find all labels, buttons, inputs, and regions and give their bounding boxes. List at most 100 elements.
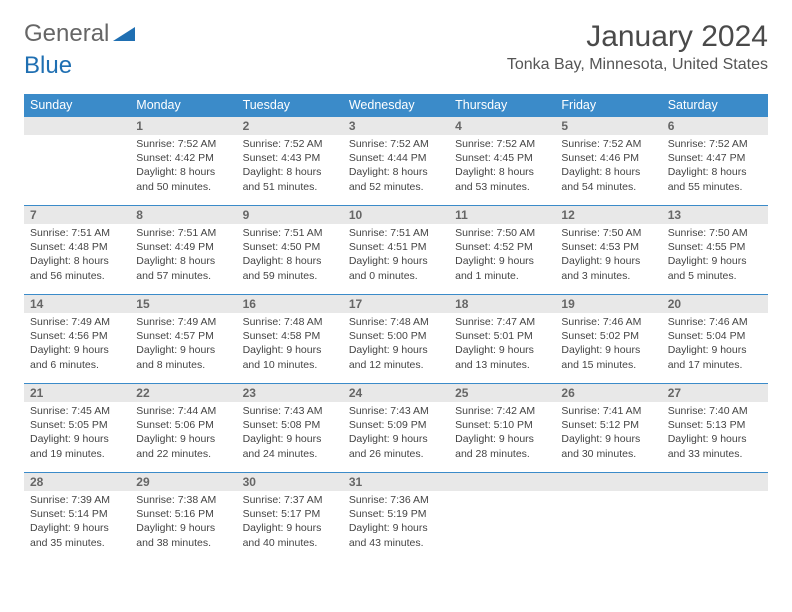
daylight-line: Daylight: 9 hours and 15 minutes. [561, 343, 655, 371]
sunrise-line: Sunrise: 7:41 AM [561, 404, 655, 418]
empty-day [24, 116, 130, 135]
day-number: 7 [24, 205, 130, 224]
calendar-cell: 4Sunrise: 7:52 AMSunset: 4:45 PMDaylight… [449, 116, 555, 205]
sunset-line: Sunset: 4:55 PM [668, 240, 762, 254]
day-number: 30 [237, 472, 343, 491]
day-details: Sunrise: 7:50 AMSunset: 4:52 PMDaylight:… [449, 224, 555, 287]
day-details: Sunrise: 7:47 AMSunset: 5:01 PMDaylight:… [449, 313, 555, 376]
col-monday: Monday [130, 94, 236, 116]
sunset-line: Sunset: 4:50 PM [243, 240, 337, 254]
daylight-line: Daylight: 9 hours and 38 minutes. [136, 521, 230, 549]
empty-day [449, 472, 555, 491]
daylight-line: Daylight: 9 hours and 19 minutes. [30, 432, 124, 460]
day-number: 28 [24, 472, 130, 491]
sunset-line: Sunset: 5:06 PM [136, 418, 230, 432]
sunrise-line: Sunrise: 7:51 AM [349, 226, 443, 240]
day-number: 20 [662, 294, 768, 313]
logo-text-blue: Blue [24, 52, 72, 79]
day-number: 11 [449, 205, 555, 224]
daylight-line: Daylight: 8 hours and 57 minutes. [136, 254, 230, 282]
sunrise-line: Sunrise: 7:52 AM [561, 137, 655, 151]
col-tuesday: Tuesday [237, 94, 343, 116]
day-details: Sunrise: 7:50 AMSunset: 4:53 PMDaylight:… [555, 224, 661, 287]
location: Tonka Bay, Minnesota, United States [507, 56, 768, 74]
daylight-line: Daylight: 9 hours and 13 minutes. [455, 343, 549, 371]
daylight-line: Daylight: 8 hours and 51 minutes. [243, 165, 337, 193]
daylight-line: Daylight: 8 hours and 50 minutes. [136, 165, 230, 193]
day-number: 5 [555, 116, 661, 135]
sunrise-line: Sunrise: 7:43 AM [349, 404, 443, 418]
daylight-line: Daylight: 9 hours and 24 minutes. [243, 432, 337, 460]
day-number: 25 [449, 383, 555, 402]
sunrise-line: Sunrise: 7:51 AM [30, 226, 124, 240]
calendar-cell: 10Sunrise: 7:51 AMSunset: 4:51 PMDayligh… [343, 205, 449, 294]
day-number: 23 [237, 383, 343, 402]
calendar-cell: 1Sunrise: 7:52 AMSunset: 4:42 PMDaylight… [130, 116, 236, 205]
calendar-cell: 21Sunrise: 7:45 AMSunset: 5:05 PMDayligh… [24, 383, 130, 472]
day-number: 19 [555, 294, 661, 313]
daylight-line: Daylight: 9 hours and 33 minutes. [668, 432, 762, 460]
calendar-cell: 25Sunrise: 7:42 AMSunset: 5:10 PMDayligh… [449, 383, 555, 472]
sunset-line: Sunset: 4:48 PM [30, 240, 124, 254]
daylight-line: Daylight: 9 hours and 26 minutes. [349, 432, 443, 460]
calendar-cell: 6Sunrise: 7:52 AMSunset: 4:47 PMDaylight… [662, 116, 768, 205]
day-details: Sunrise: 7:51 AMSunset: 4:51 PMDaylight:… [343, 224, 449, 287]
calendar-cell: 2Sunrise: 7:52 AMSunset: 4:43 PMDaylight… [237, 116, 343, 205]
calendar-cell: 27Sunrise: 7:40 AMSunset: 5:13 PMDayligh… [662, 383, 768, 472]
sunrise-line: Sunrise: 7:49 AM [136, 315, 230, 329]
day-details: Sunrise: 7:41 AMSunset: 5:12 PMDaylight:… [555, 402, 661, 465]
calendar-cell [662, 472, 768, 561]
sunset-line: Sunset: 5:09 PM [349, 418, 443, 432]
day-details: Sunrise: 7:52 AMSunset: 4:45 PMDaylight:… [449, 135, 555, 198]
col-wednesday: Wednesday [343, 94, 449, 116]
calendar-week-row: 14Sunrise: 7:49 AMSunset: 4:56 PMDayligh… [24, 294, 768, 383]
sunrise-line: Sunrise: 7:42 AM [455, 404, 549, 418]
calendar-cell: 12Sunrise: 7:50 AMSunset: 4:53 PMDayligh… [555, 205, 661, 294]
sunrise-line: Sunrise: 7:37 AM [243, 493, 337, 507]
day-details: Sunrise: 7:36 AMSunset: 5:19 PMDaylight:… [343, 491, 449, 554]
sunrise-line: Sunrise: 7:46 AM [561, 315, 655, 329]
sunrise-line: Sunrise: 7:52 AM [668, 137, 762, 151]
calendar-week-row: 1Sunrise: 7:52 AMSunset: 4:42 PMDaylight… [24, 116, 768, 205]
sunrise-line: Sunrise: 7:49 AM [30, 315, 124, 329]
calendar-cell: 30Sunrise: 7:37 AMSunset: 5:17 PMDayligh… [237, 472, 343, 561]
sunset-line: Sunset: 4:56 PM [30, 329, 124, 343]
day-number: 2 [237, 116, 343, 135]
sunrise-line: Sunrise: 7:52 AM [136, 137, 230, 151]
daylight-line: Daylight: 9 hours and 30 minutes. [561, 432, 655, 460]
day-number: 16 [237, 294, 343, 313]
sunrise-line: Sunrise: 7:44 AM [136, 404, 230, 418]
month-title: January 2024 [507, 20, 768, 54]
calendar-cell: 17Sunrise: 7:48 AMSunset: 5:00 PMDayligh… [343, 294, 449, 383]
day-number: 12 [555, 205, 661, 224]
calendar-week-row: 28Sunrise: 7:39 AMSunset: 5:14 PMDayligh… [24, 472, 768, 561]
calendar-cell: 5Sunrise: 7:52 AMSunset: 4:46 PMDaylight… [555, 116, 661, 205]
calendar-cell: 9Sunrise: 7:51 AMSunset: 4:50 PMDaylight… [237, 205, 343, 294]
sunrise-line: Sunrise: 7:46 AM [668, 315, 762, 329]
sunrise-line: Sunrise: 7:45 AM [30, 404, 124, 418]
daylight-line: Daylight: 9 hours and 43 minutes. [349, 521, 443, 549]
day-details: Sunrise: 7:42 AMSunset: 5:10 PMDaylight:… [449, 402, 555, 465]
sunset-line: Sunset: 5:13 PM [668, 418, 762, 432]
calendar-cell: 23Sunrise: 7:43 AMSunset: 5:08 PMDayligh… [237, 383, 343, 472]
daylight-line: Daylight: 8 hours and 54 minutes. [561, 165, 655, 193]
calendar-cell: 8Sunrise: 7:51 AMSunset: 4:49 PMDaylight… [130, 205, 236, 294]
sunset-line: Sunset: 5:01 PM [455, 329, 549, 343]
day-details: Sunrise: 7:51 AMSunset: 4:50 PMDaylight:… [237, 224, 343, 287]
calendar-cell: 15Sunrise: 7:49 AMSunset: 4:57 PMDayligh… [130, 294, 236, 383]
day-number: 31 [343, 472, 449, 491]
day-details: Sunrise: 7:40 AMSunset: 5:13 PMDaylight:… [662, 402, 768, 465]
day-details: Sunrise: 7:51 AMSunset: 4:48 PMDaylight:… [24, 224, 130, 287]
day-details: Sunrise: 7:43 AMSunset: 5:08 PMDaylight:… [237, 402, 343, 465]
daylight-line: Daylight: 9 hours and 5 minutes. [668, 254, 762, 282]
sunrise-line: Sunrise: 7:43 AM [243, 404, 337, 418]
sunrise-line: Sunrise: 7:36 AM [349, 493, 443, 507]
calendar-cell: 13Sunrise: 7:50 AMSunset: 4:55 PMDayligh… [662, 205, 768, 294]
day-details: Sunrise: 7:39 AMSunset: 5:14 PMDaylight:… [24, 491, 130, 554]
sunrise-line: Sunrise: 7:47 AM [455, 315, 549, 329]
daylight-line: Daylight: 8 hours and 53 minutes. [455, 165, 549, 193]
daylight-line: Daylight: 9 hours and 0 minutes. [349, 254, 443, 282]
empty-day [662, 472, 768, 491]
sunset-line: Sunset: 4:49 PM [136, 240, 230, 254]
sunset-line: Sunset: 4:58 PM [243, 329, 337, 343]
